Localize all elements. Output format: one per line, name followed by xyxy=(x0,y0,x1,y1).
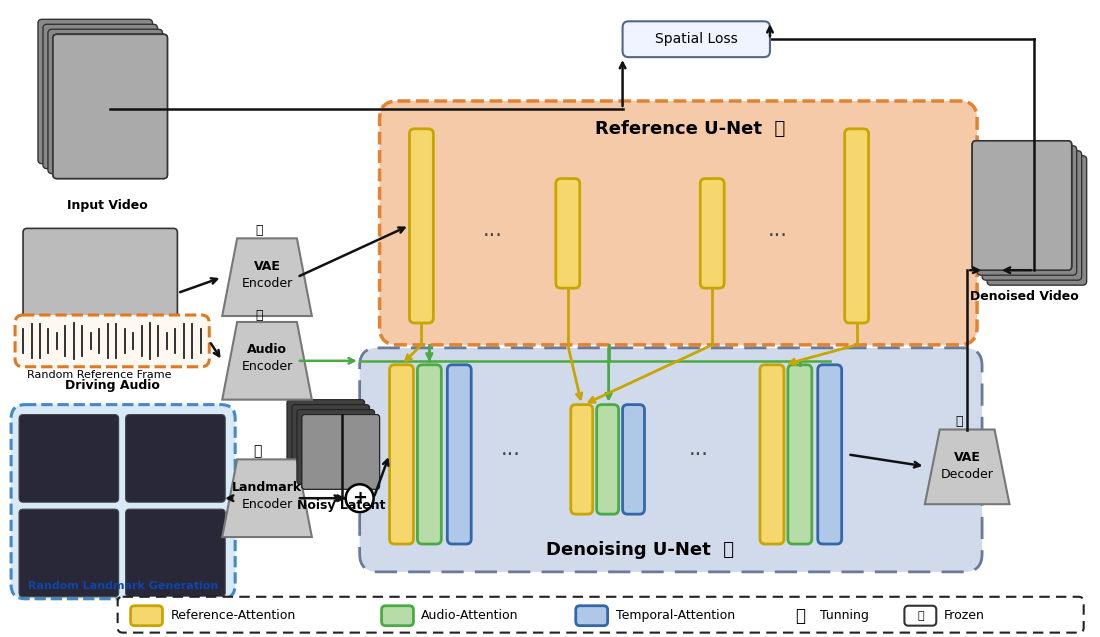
Text: Denoising U-Net  🔥: Denoising U-Net 🔥 xyxy=(546,541,734,559)
Text: 🔒: 🔒 xyxy=(917,611,924,620)
Text: 🔒: 🔒 xyxy=(255,224,263,237)
Text: Decoder: Decoder xyxy=(940,468,993,481)
Text: Reference-Attention: Reference-Attention xyxy=(170,609,296,622)
Text: 🔒: 🔒 xyxy=(956,415,962,428)
FancyBboxPatch shape xyxy=(701,178,724,288)
FancyBboxPatch shape xyxy=(53,34,167,178)
FancyBboxPatch shape xyxy=(125,415,226,502)
FancyBboxPatch shape xyxy=(389,365,414,544)
Text: Reference U-Net  🔥: Reference U-Net 🔥 xyxy=(595,120,785,138)
FancyBboxPatch shape xyxy=(845,129,869,323)
FancyBboxPatch shape xyxy=(788,365,812,544)
FancyBboxPatch shape xyxy=(987,155,1087,285)
Text: ...: ... xyxy=(689,440,708,459)
FancyBboxPatch shape xyxy=(760,365,784,544)
Text: Landmark: Landmark xyxy=(232,481,302,494)
FancyBboxPatch shape xyxy=(48,29,163,174)
Polygon shape xyxy=(222,322,312,399)
FancyBboxPatch shape xyxy=(977,146,1077,275)
FancyBboxPatch shape xyxy=(15,315,209,367)
Text: Encoder: Encoder xyxy=(241,361,293,373)
FancyBboxPatch shape xyxy=(623,404,645,514)
FancyBboxPatch shape xyxy=(556,178,580,288)
FancyBboxPatch shape xyxy=(287,399,364,475)
Text: Audio: Audio xyxy=(248,343,287,356)
Text: Audio-Attention: Audio-Attention xyxy=(421,609,519,622)
Circle shape xyxy=(345,484,374,512)
Text: VAE: VAE xyxy=(254,260,280,273)
FancyBboxPatch shape xyxy=(19,509,119,597)
FancyBboxPatch shape xyxy=(904,606,936,626)
Text: Noisy Latent: Noisy Latent xyxy=(297,499,386,512)
FancyBboxPatch shape xyxy=(125,509,226,597)
Text: ...: ... xyxy=(502,440,521,459)
FancyBboxPatch shape xyxy=(596,404,618,514)
FancyBboxPatch shape xyxy=(43,24,157,169)
FancyBboxPatch shape xyxy=(972,141,1071,270)
FancyBboxPatch shape xyxy=(409,129,433,323)
Text: 💧: 💧 xyxy=(253,445,262,459)
Text: VAE: VAE xyxy=(954,451,980,464)
Text: ...: ... xyxy=(768,220,788,240)
FancyBboxPatch shape xyxy=(382,606,414,626)
FancyBboxPatch shape xyxy=(131,606,163,626)
FancyBboxPatch shape xyxy=(39,19,153,164)
Polygon shape xyxy=(222,459,312,537)
Text: Tunning: Tunning xyxy=(820,609,869,622)
Polygon shape xyxy=(222,238,312,316)
Text: 💧: 💧 xyxy=(795,606,805,625)
Text: Driving Audio: Driving Audio xyxy=(65,379,160,392)
FancyBboxPatch shape xyxy=(379,101,977,345)
Text: Encoder: Encoder xyxy=(241,276,293,290)
Text: Input Video: Input Video xyxy=(67,199,148,211)
Polygon shape xyxy=(925,429,1010,505)
FancyBboxPatch shape xyxy=(571,404,593,514)
FancyBboxPatch shape xyxy=(297,410,375,484)
Text: Encoder: Encoder xyxy=(241,497,293,511)
FancyBboxPatch shape xyxy=(817,365,842,544)
FancyBboxPatch shape xyxy=(575,606,607,626)
Text: Random Reference Frame: Random Reference Frame xyxy=(28,369,172,380)
FancyBboxPatch shape xyxy=(53,34,167,178)
Text: Spatial Loss: Spatial Loss xyxy=(654,32,738,47)
FancyBboxPatch shape xyxy=(11,404,235,599)
FancyBboxPatch shape xyxy=(623,21,770,57)
FancyBboxPatch shape xyxy=(292,404,370,479)
FancyBboxPatch shape xyxy=(982,151,1081,280)
FancyBboxPatch shape xyxy=(972,141,1071,270)
Text: Random Landmark Generation: Random Landmark Generation xyxy=(28,581,218,590)
Text: Denoised Video: Denoised Video xyxy=(969,290,1078,303)
FancyBboxPatch shape xyxy=(301,415,380,489)
FancyBboxPatch shape xyxy=(417,365,441,544)
Text: 🔒: 🔒 xyxy=(255,308,263,322)
Text: +: + xyxy=(352,489,367,507)
Text: Temporal-Attention: Temporal-Attention xyxy=(616,609,735,622)
FancyBboxPatch shape xyxy=(19,415,119,502)
FancyBboxPatch shape xyxy=(301,415,380,489)
Text: ...: ... xyxy=(483,220,503,240)
FancyBboxPatch shape xyxy=(23,229,177,358)
FancyBboxPatch shape xyxy=(118,597,1084,633)
Text: Frozen: Frozen xyxy=(944,609,986,622)
FancyBboxPatch shape xyxy=(448,365,471,544)
FancyBboxPatch shape xyxy=(360,348,982,572)
